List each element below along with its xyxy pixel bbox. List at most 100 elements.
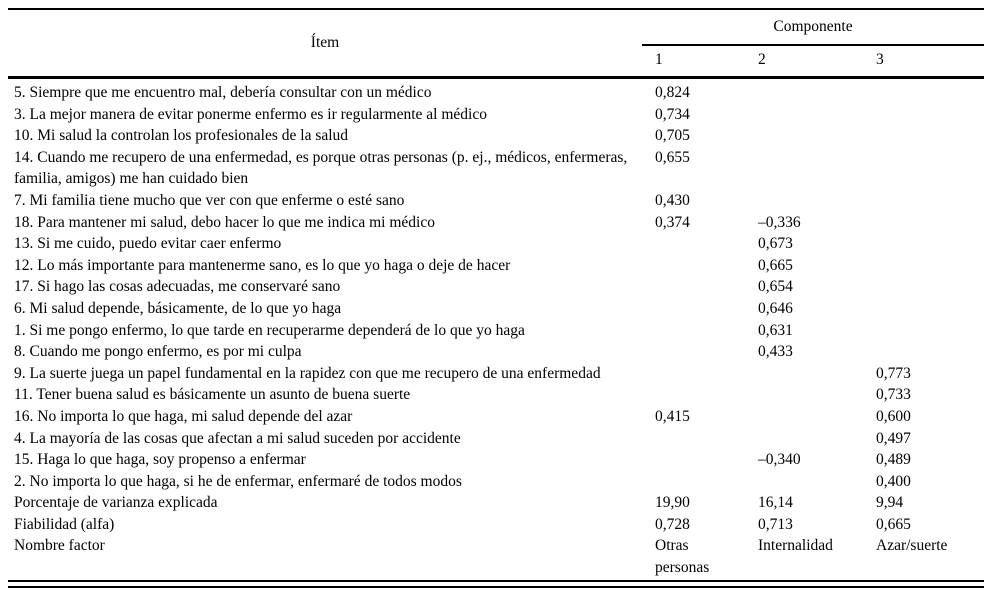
table-row: 5. Siempre que me encuentro mal, debería… <box>8 78 984 104</box>
loading-cell-component-1: 0,415 <box>655 407 690 425</box>
column-header-component-2: 2 <box>745 45 863 79</box>
loading-cell-component-1: 0,734 <box>655 105 690 123</box>
loading-cell-component-1 <box>642 320 745 342</box>
table-row: 15. Haga lo que haga, soy propenso a enf… <box>8 449 984 471</box>
loading-cell-component-2: 0,673 <box>758 235 793 253</box>
loading-cell-component-2 <box>745 190 863 212</box>
table-row: Fiabilidad (alfa) 0,728 0,713 0,665 <box>8 514 984 536</box>
item-cell: 12. Lo más importante para mantenerme sa… <box>14 256 511 274</box>
loading-cell-component-3: 0,497 <box>876 429 911 447</box>
loading-cell-component-2 <box>745 363 863 385</box>
item-cell: 15. Haga lo que haga, soy propenso a enf… <box>14 451 306 469</box>
loading-cell-component-3 <box>863 320 984 342</box>
table-row: 7. Mi familia tiene mucho que ver con qu… <box>8 190 984 212</box>
table-row: 1. Si me pongo enfermo, lo que tarde en … <box>8 320 984 342</box>
table-row: 2. No importa lo que haga, si he de enfe… <box>8 471 984 493</box>
loading-cell-component-2: 0,433 <box>758 343 793 361</box>
loading-cell-component-1 <box>642 384 745 406</box>
item-cell: 18. Para mantener mi salud, debo hacer l… <box>14 213 435 231</box>
loading-cell-component-1: 0,728 <box>655 515 690 533</box>
loading-cell-component-3 <box>863 233 984 255</box>
loading-cell-component-1: 0,705 <box>655 127 690 145</box>
item-cell: 11. Tener buena salud es básicamente un … <box>14 386 411 404</box>
loading-cell-component-3: 0,733 <box>876 386 911 404</box>
loading-cell-component-3 <box>863 104 984 126</box>
table-row: 10. Mi salud la controlan los profesiona… <box>8 125 984 147</box>
loading-cell-component-3: 0,400 <box>876 472 911 490</box>
column-header-component-1: 1 <box>642 45 745 79</box>
loading-cell-component-1: 0,430 <box>655 191 690 209</box>
column-header-componente: Componente <box>642 9 984 46</box>
loading-cell-component-1: Otras personas <box>655 537 710 577</box>
loading-cell-component-3 <box>863 298 984 320</box>
table-row: 6. Mi salud depende, básicamente, de lo … <box>8 298 984 320</box>
loading-cell-component-3 <box>863 78 984 104</box>
item-cell: Fiabilidad (alfa) <box>14 515 115 533</box>
item-cell: 10. Mi salud la controlan los profesiona… <box>14 127 349 145</box>
loading-cell-component-2 <box>745 147 863 190</box>
loading-cell-component-2 <box>745 428 863 450</box>
table-row: Porcentaje de varianza explicada 19,90 16,… <box>8 492 984 514</box>
item-cell: 7. Mi familia tiene mucho que ver con qu… <box>14 191 405 209</box>
loading-cell-component-3 <box>863 190 984 212</box>
loading-cell-component-2: 0,665 <box>758 256 793 274</box>
item-cell: 6. Mi salud depende, básicamente, de lo … <box>14 299 342 317</box>
loading-cell-component-1: 0,655 <box>655 148 690 166</box>
loading-cell-component-2 <box>745 384 863 406</box>
item-cell: 1. Si me pongo enfermo, lo que tarde en … <box>14 321 525 339</box>
table-row: 13. Si me cuido, puedo evitar caer enfer… <box>8 233 984 255</box>
item-cell: 16. No importa lo que haga, mi salud dep… <box>14 407 353 425</box>
loading-cell-component-2: –0,340 <box>758 451 801 469</box>
loading-cell-component-2: 0,646 <box>758 299 793 317</box>
loading-cell-component-2 <box>745 406 863 428</box>
loading-cell-component-1 <box>642 428 745 450</box>
column-header-item: Ítem <box>8 9 642 79</box>
loading-cell-component-3: 9,94 <box>876 494 904 512</box>
loading-cell-component-3 <box>863 147 984 190</box>
loading-cell-component-2 <box>745 471 863 493</box>
item-cell: 8. Cuando me pongo enfermo, es por mi cu… <box>14 343 302 361</box>
table-row: 12. Lo más importante para mantenerme sa… <box>8 255 984 277</box>
table-row: 18. Para mantener mi salud, debo hacer l… <box>8 212 984 234</box>
loading-cell-component-2: –0,336 <box>758 213 801 231</box>
table-row: Nombre factor Otras personas Internalidad A… <box>8 535 984 578</box>
item-cell: 17. Si hago las cosas adecuadas, me cons… <box>14 278 341 296</box>
table-row: 8. Cuando me pongo enfermo, es por mi cu… <box>8 341 984 363</box>
header-row-top: Ítem Componente <box>8 9 984 79</box>
loading-cell-component-2: 0,631 <box>758 321 793 339</box>
loading-cell-component-1: 0,374 <box>655 213 690 231</box>
item-cell: 9. La suerte juega un papel fundamental … <box>14 364 601 382</box>
table-bottom-rule <box>8 579 984 588</box>
loading-cell-component-3 <box>863 125 984 147</box>
loading-cell-component-1: 0,824 <box>655 84 690 101</box>
loading-cell-component-1 <box>642 449 745 471</box>
table-row: 14. Cuando me recupero de una enfermedad… <box>8 147 984 190</box>
loading-cell-component-1 <box>642 341 745 363</box>
item-cell: 13. Si me cuido, puedo evitar caer enfer… <box>14 235 282 253</box>
item-cell: Nombre factor <box>14 537 105 555</box>
loading-cell-component-3: 0,773 <box>876 364 911 382</box>
table-row: 9. La suerte juega un papel fundamental … <box>8 363 984 385</box>
loading-cell-component-1 <box>642 233 745 255</box>
loading-cell-component-2 <box>745 104 863 126</box>
loading-cell-component-1 <box>642 471 745 493</box>
loading-cell-component-3 <box>863 276 984 298</box>
loading-cell-component-1: 19,90 <box>655 494 690 512</box>
loading-cell-component-3 <box>863 212 984 234</box>
table-row: 17. Si hago las cosas adecuadas, me cons… <box>8 276 984 298</box>
loading-cell-component-2 <box>745 78 863 104</box>
loading-cell-component-3: 0,665 <box>876 515 911 533</box>
loading-cell-component-1 <box>642 276 745 298</box>
table-row: 16. No importa lo que haga, mi salud dep… <box>8 406 984 428</box>
loading-cell-component-1 <box>642 298 745 320</box>
item-cell: 4. La mayoría de las cosas que afectan a… <box>14 429 461 447</box>
item-cell: 5. Siempre que me encuentro mal, debería… <box>14 84 432 101</box>
loading-cell-component-3 <box>863 255 984 277</box>
item-cell: 14. Cuando me recupero de una enfermedad… <box>14 148 628 188</box>
table-row: 3. La mejor manera de evitar ponerme enf… <box>8 104 984 126</box>
table-row: 4. La mayoría de las cosas que afectan a… <box>8 428 984 450</box>
loading-cell-component-2: 0,713 <box>758 515 793 533</box>
